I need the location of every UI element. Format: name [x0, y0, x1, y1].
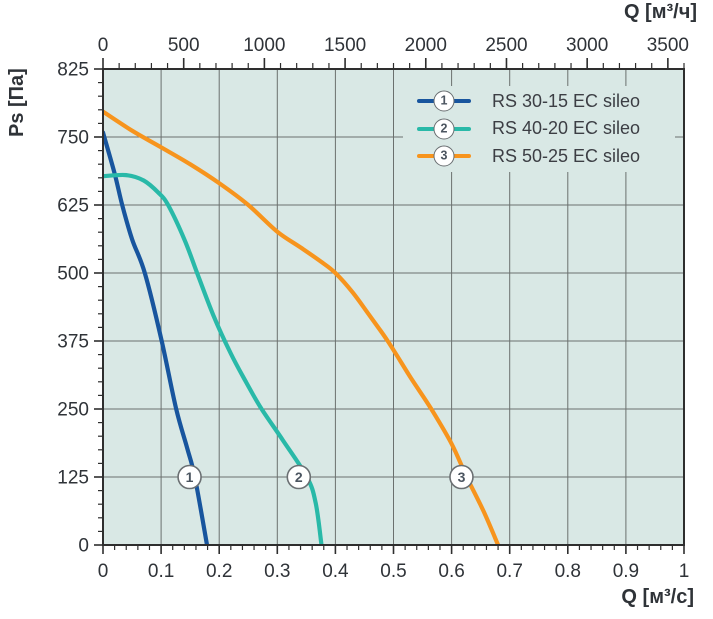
x-bottom-tick-label: 0.1: [148, 561, 174, 582]
legend-number: 2: [440, 121, 448, 136]
y-tick-label: 125: [57, 468, 89, 489]
legend-item-label: RS 50-25 EC sileo: [492, 145, 641, 166]
legend-number-badge: 1: [433, 90, 455, 112]
y-tick-label: 0: [78, 536, 89, 557]
x-top-tick-label: 2500: [485, 35, 527, 56]
x-top-axis-title: Q [м³/ч]: [623, 1, 697, 23]
legend-number-badge: 2: [433, 118, 455, 139]
legend: 1 RS 30-15 EC sileo 2 RS 40-20 EC sileo …: [403, 86, 675, 172]
x-bottom-tick-label: 0.8: [555, 561, 581, 582]
legend-number-badge: 3: [433, 145, 455, 167]
x-top-tick-label: 3000: [566, 35, 608, 56]
x-bottom-axis-title: Q [м³/с]: [621, 586, 694, 608]
legend-item-label: RS 40-20 EC sileo: [492, 118, 641, 138]
legend-number: 1: [440, 93, 448, 108]
y-tick-label: 625: [57, 196, 89, 217]
legend-item: 2 RS 40-20 EC sileo: [403, 116, 675, 142]
y-tick-label: 375: [57, 332, 89, 353]
x-bottom-tick-label: 1: [679, 561, 690, 582]
x-bottom-tick-label: 0.9: [613, 561, 639, 582]
x-top-tick-label: 1000: [243, 35, 285, 56]
y-tick-label: 500: [57, 264, 89, 285]
legend-number: 3: [440, 148, 448, 163]
y-tick-label: 750: [57, 128, 89, 149]
curve-1: [103, 130, 210, 545]
x-bottom-tick-label: 0.2: [206, 561, 232, 582]
legend-item: 1 RS 30-15 EC sileo: [403, 88, 675, 114]
x-top-tick-label: 1500: [324, 35, 366, 56]
x-bottom-tick-label: 0.7: [496, 561, 522, 582]
curve-marker-1: [177, 464, 202, 490]
legend-swatch: 3: [417, 145, 471, 167]
y-tick-label: 825: [57, 60, 89, 81]
y-tick-label: 250: [57, 400, 89, 421]
legend-swatch: 1: [417, 90, 471, 112]
x-bottom-tick-label: 0: [98, 561, 109, 582]
curve-3: [103, 109, 501, 545]
x-bottom-tick-label: 0.4: [322, 561, 349, 582]
curve-marker-number: 2: [295, 469, 303, 485]
x-bottom-tick-label: 0.6: [438, 561, 464, 582]
x-top-tick-label: 2000: [405, 35, 447, 56]
curve-marker-number: 3: [458, 469, 466, 485]
legend-item: 3 RS 50-25 EC sileo: [403, 143, 675, 169]
y-axis-title: Ps [Па]: [6, 68, 28, 137]
x-bottom-tick-label: 0.3: [264, 561, 290, 582]
curve-marker-2: [286, 464, 312, 490]
legend-item-label: RS 30-15 EC sileo: [492, 90, 641, 111]
legend-swatch: 2: [417, 118, 471, 140]
x-top-tick-label: 500: [168, 35, 200, 56]
x-bottom-tick-label: 0.5: [380, 561, 406, 582]
x-top-tick-label: 0: [98, 35, 109, 56]
curve-marker-3: [449, 464, 474, 490]
curve-marker-number: 1: [186, 469, 194, 485]
x-top-tick-label: 3500: [647, 35, 689, 56]
